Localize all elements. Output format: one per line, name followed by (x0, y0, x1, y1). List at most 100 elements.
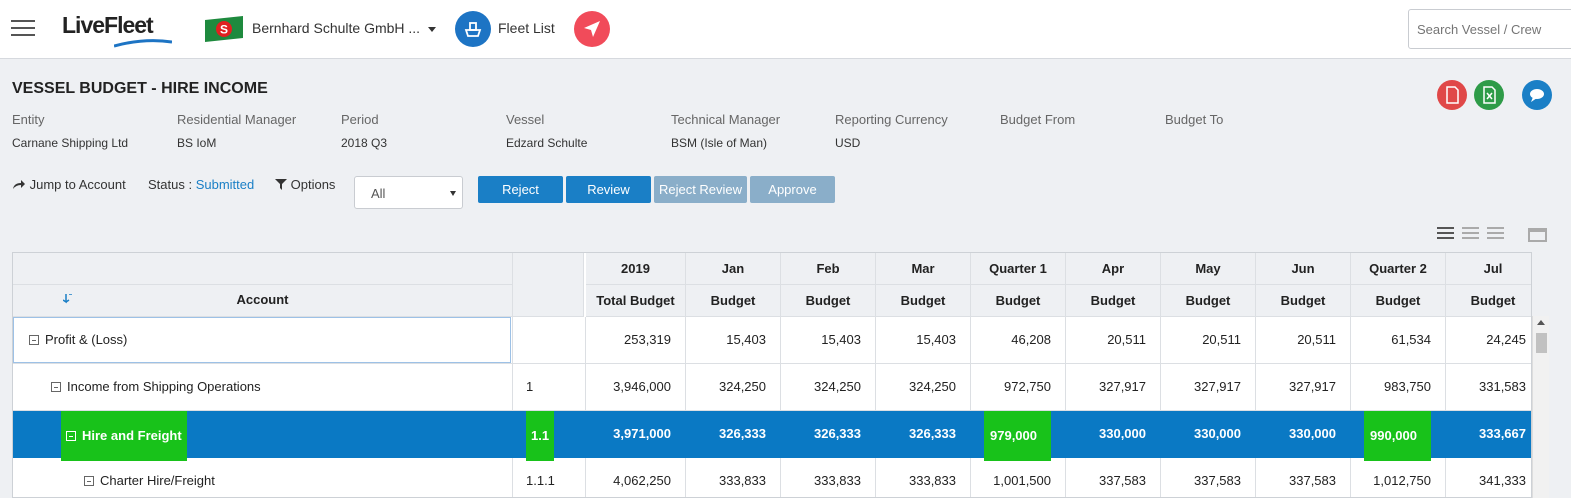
budget-value-cell[interactable]: 15,403 (876, 317, 971, 364)
highlighted-value: 979,000 (984, 411, 1051, 461)
budget-value-cell[interactable]: 1,012,750 (1351, 458, 1446, 497)
budget-value-cell[interactable]: 327,917 (1066, 364, 1161, 411)
budget-value-cell[interactable]: 24,245 (1446, 317, 1531, 364)
budget-value-cell[interactable]: 330,000 (1066, 411, 1161, 458)
export-pdf-button[interactable] (1437, 80, 1467, 110)
options-button[interactable]: Options (275, 177, 335, 192)
meta-value: Edzard Schulte (506, 136, 588, 150)
fleet-list-link[interactable]: Fleet List (498, 20, 555, 36)
meta-entity: Entity Carnane Shipping Ltd (12, 112, 128, 150)
budget-value-cell[interactable]: 972,750 (971, 364, 1066, 411)
entity-label: Bernhard Schulte GmbH ... (252, 20, 421, 36)
account-cell[interactable]: Income from Shipping Operations (13, 364, 513, 411)
account-cell[interactable]: Charter Hire/Freight (13, 458, 513, 497)
budget-value-cell[interactable]: 337,583 (1161, 458, 1256, 497)
jump-to-account-link[interactable]: Jump to Account (12, 177, 126, 192)
list-medium-icon[interactable] (1462, 227, 1479, 242)
budget-value-cell[interactable]: 46,208 (971, 317, 1066, 364)
sort-icon[interactable] (63, 294, 72, 305)
budget-value-cell[interactable]: 253,319 (586, 317, 686, 364)
budget-value-cell[interactable]: 333,833 (781, 458, 876, 497)
budget-value-cell[interactable]: 983,750 (1351, 364, 1446, 411)
account-code-cell[interactable]: 1 (513, 364, 586, 411)
budget-value-cell[interactable]: 333,667 (1446, 411, 1531, 458)
list-dense-icon[interactable] (1437, 227, 1454, 242)
comments-button[interactable] (1522, 80, 1552, 110)
approve-button[interactable]: Approve (750, 176, 835, 203)
budget-value-cell[interactable]: 330,000 (1256, 411, 1351, 458)
collapse-icon[interactable] (51, 382, 61, 392)
budget-value-cell[interactable]: 326,333 (686, 411, 781, 458)
highlighted-code: 1.1 (526, 411, 555, 461)
budget-value-cell[interactable]: 337,583 (1256, 458, 1351, 497)
budget-value-cell[interactable]: 15,403 (686, 317, 781, 364)
budget-value-cell[interactable]: 4,062,250 (586, 458, 686, 497)
budget-value-cell[interactable]: 990,000 (1351, 411, 1446, 461)
budget-value-cell[interactable]: 333,833 (876, 458, 971, 497)
budget-value: 327,917 (1289, 379, 1336, 394)
budget-value-cell[interactable]: 326,333 (781, 411, 876, 458)
budget-value-cell[interactable]: 324,250 (686, 364, 781, 411)
scroll-up-icon[interactable] (1537, 320, 1545, 325)
filter-value: All (371, 186, 386, 201)
ship-icon[interactable] (455, 11, 491, 47)
header-account[interactable]: Account (13, 285, 513, 317)
reject-button[interactable]: Reject (478, 176, 563, 203)
budget-value-cell[interactable]: 20,511 (1256, 317, 1351, 364)
budget-value-cell[interactable]: 1,001,500 (971, 458, 1066, 497)
budget-value: 3,971,000 (613, 426, 671, 441)
budget-value-cell[interactable]: 337,583 (1066, 458, 1161, 497)
column-header-sub: Total Budget (586, 285, 686, 317)
budget-value-cell[interactable]: 326,333 (876, 411, 971, 458)
scroll-thumb[interactable] (1536, 333, 1547, 353)
search-input[interactable] (1408, 9, 1571, 49)
budget-value-cell[interactable]: 979,000 (971, 411, 1066, 461)
budget-value-cell[interactable]: 324,250 (876, 364, 971, 411)
account-code-cell[interactable] (513, 317, 586, 364)
window-icon[interactable] (1528, 228, 1547, 242)
budget-value-cell[interactable]: 330,000 (1161, 411, 1256, 458)
budget-value-cell[interactable]: 333,833 (686, 458, 781, 497)
column-header-sub: Budget (1161, 285, 1256, 317)
entity-dropdown[interactable]: Bernhard Schulte GmbH ... (252, 20, 437, 36)
budget-value-cell[interactable]: 20,511 (1161, 317, 1256, 364)
budget-value-cell[interactable]: 15,403 (781, 317, 876, 364)
budget-value: 327,917 (1194, 379, 1241, 394)
vertical-scrollbar[interactable] (1532, 316, 1549, 498)
account-code-cell[interactable]: 1.1.1 (513, 458, 586, 497)
collapse-icon[interactable] (29, 335, 39, 345)
logo[interactable]: LiveFleet (62, 12, 172, 48)
filter-select[interactable]: All (354, 176, 463, 209)
review-button[interactable]: Review (566, 176, 651, 203)
budget-value-cell[interactable]: 3,971,000 (586, 411, 686, 458)
budget-value-cell[interactable]: 61,534 (1351, 317, 1446, 364)
account-cell[interactable]: Profit & (Loss) (13, 317, 513, 364)
column-header-top: Apr (1066, 253, 1161, 285)
status-label: Status : (148, 177, 196, 192)
menu-icon[interactable] (11, 20, 35, 37)
account-code-cell[interactable]: 1.1 (513, 411, 586, 461)
budget-value: 990,000 (1370, 428, 1417, 443)
account-cell[interactable]: Hire and Freight (13, 411, 513, 461)
status-value-link[interactable]: Submitted (195, 177, 255, 192)
export-excel-button[interactable] (1474, 80, 1504, 110)
budget-value: 330,000 (1099, 426, 1146, 441)
budget-value-cell[interactable]: 341,333 (1446, 458, 1531, 497)
budget-value-cell[interactable]: 3,946,000 (586, 364, 686, 411)
budget-value: 337,583 (1099, 473, 1146, 488)
meta-value: BS IoM (177, 136, 217, 150)
budget-value-cell[interactable]: 324,250 (781, 364, 876, 411)
reject-review-button[interactable]: Reject Review (654, 176, 747, 203)
column-header-top: Jul (1446, 253, 1531, 285)
budget-value-cell[interactable]: 327,917 (1161, 364, 1256, 411)
account-label: Income from Shipping Operations (67, 379, 261, 394)
list-light-icon[interactable] (1487, 227, 1504, 242)
meta-value: BSM (Isle of Man) (671, 136, 768, 150)
navigation-arrow-icon[interactable] (574, 11, 610, 47)
collapse-icon[interactable] (84, 476, 94, 486)
column-header-top: 2019 (586, 253, 686, 285)
budget-value-cell[interactable]: 327,917 (1256, 364, 1351, 411)
budget-value-cell[interactable]: 20,511 (1066, 317, 1161, 364)
collapse-icon[interactable] (66, 431, 76, 441)
budget-value-cell[interactable]: 331,583 (1446, 364, 1531, 411)
